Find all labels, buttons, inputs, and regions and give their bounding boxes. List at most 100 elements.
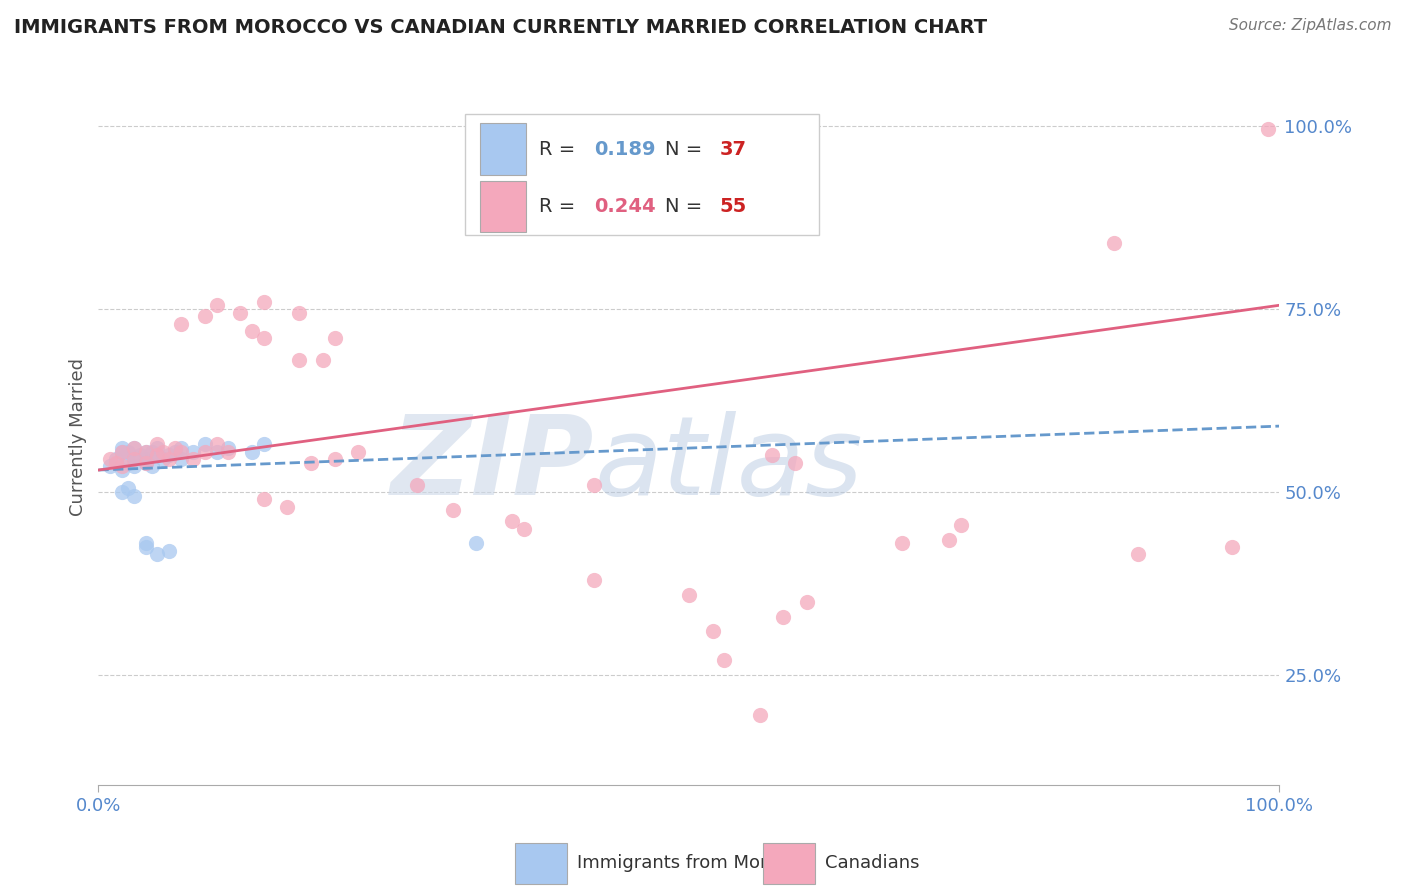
Point [122, 459, 145, 474]
Point [135, 444, 157, 458]
Point [312, 353, 335, 368]
Text: Source: ZipAtlas.com: Source: ZipAtlas.com [1229, 18, 1392, 33]
Point [217, 444, 239, 458]
Point [288, 353, 311, 368]
Point [157, 452, 180, 467]
Point [146, 449, 169, 463]
FancyBboxPatch shape [763, 843, 815, 884]
Point [135, 444, 157, 458]
Point [105, 456, 128, 470]
Point [152, 444, 174, 458]
Point [157, 449, 180, 463]
Text: 55: 55 [720, 197, 747, 216]
Point [253, 331, 276, 345]
Point [111, 463, 134, 477]
Text: N =: N = [665, 197, 709, 216]
Point [194, 437, 217, 451]
Point [229, 305, 252, 319]
Point [122, 452, 145, 467]
Point [135, 456, 157, 470]
Point [111, 441, 134, 455]
Text: 0.189: 0.189 [595, 140, 657, 159]
Text: IMMIGRANTS FROM MOROCCO VS CANADIAN CURRENTLY MARRIED CORRELATION CHART: IMMIGRANTS FROM MOROCCO VS CANADIAN CURR… [14, 18, 987, 37]
Text: R =: R = [538, 197, 582, 216]
Point [1220, 540, 1243, 554]
Point [135, 452, 157, 467]
Point [146, 437, 169, 451]
Point [217, 441, 239, 455]
Point [512, 522, 534, 536]
Point [111, 485, 134, 500]
Point [181, 444, 204, 458]
Point [288, 305, 311, 319]
FancyBboxPatch shape [464, 113, 818, 235]
Text: 37: 37 [720, 140, 747, 159]
Point [276, 500, 298, 514]
Point [465, 536, 488, 550]
Point [583, 573, 606, 587]
Point [253, 492, 276, 507]
Text: N =: N = [665, 140, 709, 159]
Point [678, 588, 700, 602]
Point [135, 456, 157, 470]
Point [170, 452, 193, 467]
FancyBboxPatch shape [479, 123, 526, 175]
Point [117, 456, 139, 470]
Point [181, 452, 204, 467]
Text: Canadians: Canadians [825, 854, 920, 871]
Point [761, 449, 783, 463]
Point [501, 514, 523, 528]
Point [111, 444, 134, 458]
Point [122, 489, 145, 503]
Point [713, 653, 735, 667]
Point [165, 444, 187, 458]
Text: ZIP: ZIP [391, 411, 595, 518]
Point [165, 441, 187, 455]
Point [772, 609, 794, 624]
Point [347, 444, 370, 458]
Point [135, 536, 157, 550]
Point [253, 437, 276, 451]
Point [240, 324, 263, 338]
Point [194, 310, 217, 324]
Point [128, 449, 150, 463]
Point [205, 298, 228, 312]
Point [240, 444, 263, 458]
Point [135, 540, 157, 554]
Point [105, 452, 128, 467]
Point [1102, 235, 1125, 250]
Point [406, 477, 429, 491]
Point [785, 456, 807, 470]
Text: atlas: atlas [595, 411, 863, 518]
Point [299, 456, 322, 470]
Point [111, 459, 134, 474]
Point [748, 708, 770, 723]
Point [796, 595, 818, 609]
Point [146, 441, 169, 455]
Point [170, 441, 193, 455]
Point [170, 317, 193, 331]
Point [938, 533, 960, 547]
FancyBboxPatch shape [516, 843, 567, 884]
Point [141, 444, 163, 458]
Point [122, 441, 145, 455]
Point [441, 503, 464, 517]
Point [111, 444, 134, 458]
Point [323, 452, 346, 467]
Point [702, 624, 724, 639]
Text: Immigrants from Morocco: Immigrants from Morocco [576, 854, 808, 871]
Point [583, 477, 606, 491]
Point [122, 452, 145, 467]
Point [157, 543, 180, 558]
Point [170, 444, 193, 458]
Point [1257, 122, 1279, 136]
Point [146, 449, 169, 463]
Point [323, 331, 346, 345]
Point [194, 444, 217, 458]
Point [117, 444, 139, 458]
Point [98, 452, 121, 467]
Point [98, 459, 121, 474]
Point [205, 444, 228, 458]
Point [949, 518, 972, 533]
Point [122, 441, 145, 455]
